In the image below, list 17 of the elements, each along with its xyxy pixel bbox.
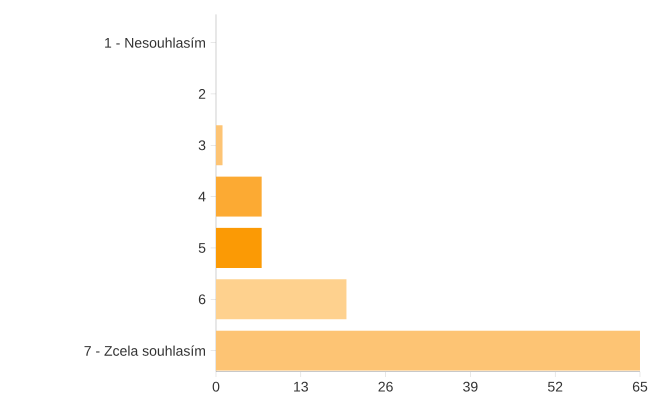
y-tick-label: 4 [198, 192, 206, 202]
y-tick-label: 3 [198, 140, 206, 150]
x-tick-label: 65 [632, 382, 648, 392]
x-tick-label: 39 [463, 382, 478, 392]
y-tick-label: 6 [198, 294, 206, 304]
y-tick-label: 1 - Nesouhlasím [105, 37, 205, 48]
bar [216, 228, 262, 268]
y-tick-label: 7 - Zcela souhlasím [84, 345, 205, 356]
x-tick-label: 26 [378, 382, 393, 392]
y-tick-label: 5 [198, 243, 206, 253]
bar [216, 279, 346, 320]
y-tick-label: 2 [198, 89, 206, 99]
x-tick-label: 52 [548, 382, 562, 392]
bar [216, 176, 262, 217]
x-tick-label: 13 [294, 382, 308, 392]
x-tick-label: 0 [212, 382, 220, 392]
bar [216, 125, 223, 166]
